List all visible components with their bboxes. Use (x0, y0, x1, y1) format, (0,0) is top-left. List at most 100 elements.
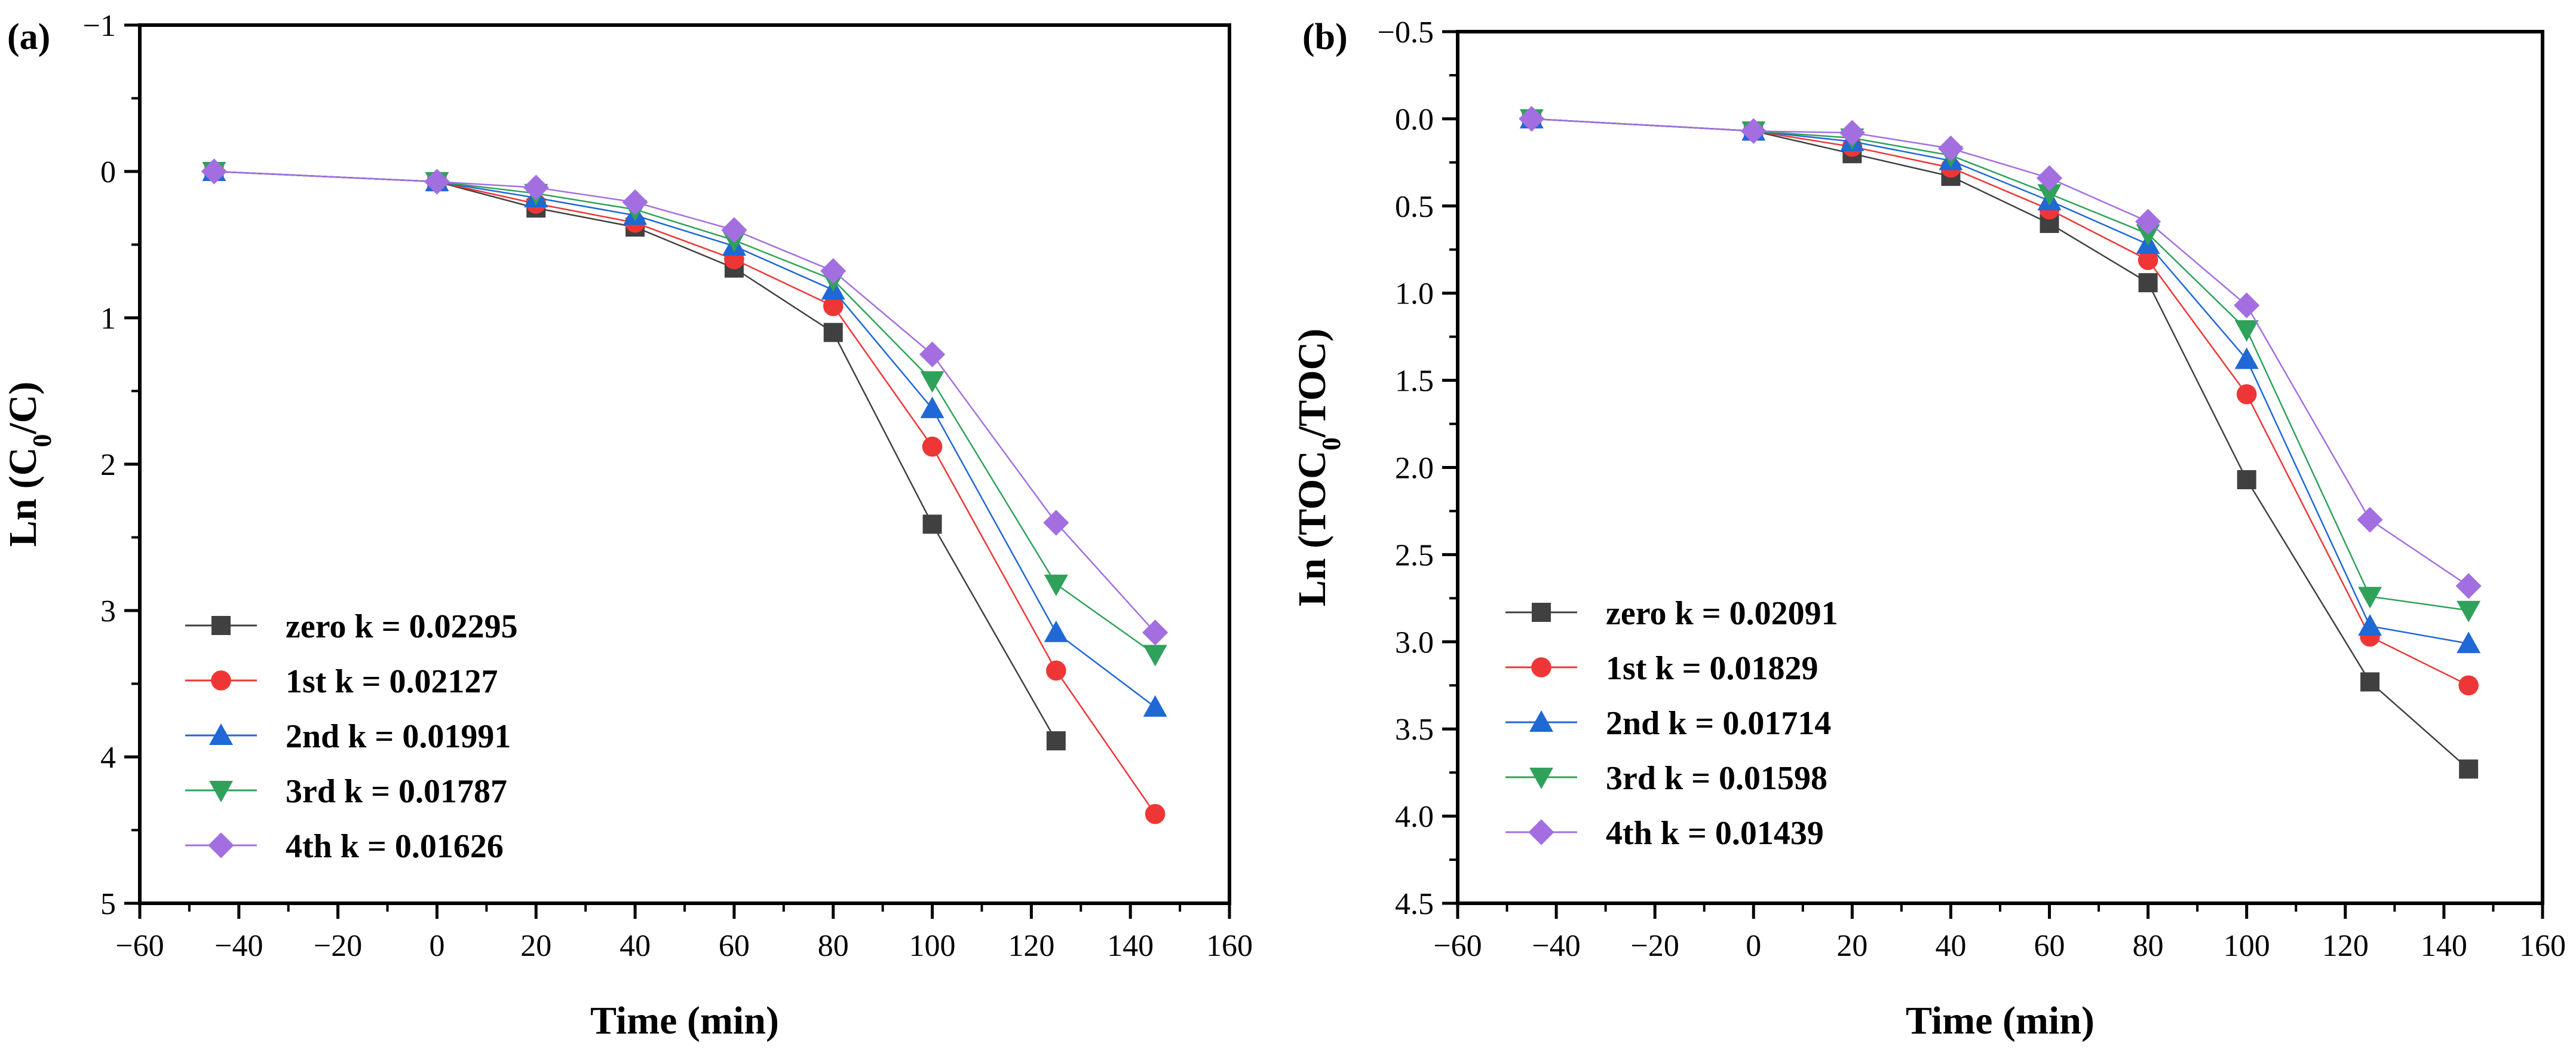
y-tick-label: 2 (100, 448, 116, 482)
x-tick-label: 100 (909, 929, 956, 963)
data-point-triangle-up (2358, 614, 2382, 636)
data-point-circle (2138, 250, 2158, 271)
data-point-diamond (2357, 507, 2383, 533)
y-axis-title-subscript: 0 (27, 434, 57, 447)
data-point-circle (922, 436, 943, 457)
y-axis-title: Ln (C0/C) (1, 382, 57, 547)
data-point-diamond (2135, 208, 2161, 235)
x-tick-label: 80 (818, 929, 849, 963)
data-point-square (2360, 672, 2380, 692)
x-tick-label: 60 (719, 929, 750, 963)
data-point-triangle-down (1143, 645, 1167, 667)
legend-label: 1st k = 0.02127 (286, 663, 498, 700)
data-point-circle (2458, 675, 2479, 696)
data-point-triangle-down (1044, 574, 1068, 596)
x-tick-label: −20 (1631, 929, 1679, 963)
y-tick-label: 3.5 (1395, 713, 1434, 747)
data-point-diamond (523, 174, 549, 201)
x-axis-title: Time (min) (590, 999, 779, 1042)
legend-label: zero k = 0.02295 (286, 608, 518, 645)
data-point-square (2459, 759, 2479, 779)
x-tick-label: −60 (115, 929, 164, 963)
legend-marker-diamond (208, 832, 234, 858)
data-point-triangle-up (1044, 620, 1068, 642)
data-point-diamond (622, 189, 648, 216)
data-point-diamond (1839, 119, 1865, 146)
legend-marker-triangle-down (209, 781, 233, 802)
chart-panel-2: −60 −40 −20 0 20 40 60 80 100 120 140 160 −0.5 0.0 0.5… (1290, 16, 2566, 1042)
x-tick-label: 0 (429, 929, 444, 963)
legend: zero k = 0.02091 1st k = 0.01829 2nd k = 0… (1505, 595, 1838, 852)
data-point-diamond (2234, 292, 2260, 318)
x-tick-label: 160 (1206, 929, 1253, 963)
data-point-circle (2236, 384, 2257, 404)
data-point-triangle-down (920, 371, 944, 393)
data-point-diamond (424, 168, 450, 195)
x-tick-label: 120 (1008, 929, 1054, 963)
data-point-diamond (201, 158, 227, 185)
legend-label: 4th k = 0.01626 (286, 828, 504, 865)
y-tick-label: 4 (100, 741, 116, 775)
x-tick-label: 20 (1836, 929, 1867, 963)
data-point-triangle-down (2358, 587, 2382, 609)
panel-label: (a) (7, 17, 50, 57)
data-point-diamond (1043, 510, 1069, 536)
chart-panel-1: −60 −40 −20 0 20 40 60 80 100 120 140 160 −1 0 1 2 3 4 5 Ti… (1, 9, 1253, 1042)
x-tick-label: 40 (1935, 929, 1966, 963)
data-point-diamond (1142, 620, 1169, 646)
series-group (1519, 106, 2482, 779)
y-tick-label: 0.5 (1395, 190, 1434, 224)
y-tick-label: 3.0 (1395, 625, 1434, 660)
x-axis-title: Time (min) (1906, 999, 2094, 1042)
series-line-4 (214, 170, 1156, 655)
data-point-triangle-down (2136, 224, 2160, 246)
x-tick-label: −20 (314, 929, 362, 963)
y-tick-label: 0 (100, 155, 116, 189)
data-point-triangle-up (2234, 347, 2259, 369)
y-axis-title-part: /C) (1, 382, 45, 435)
data-point-triangle-up (2457, 631, 2481, 654)
series-line-3 (1531, 118, 2469, 645)
legend-marker-circle (1531, 657, 1551, 677)
legend-label: 1st k = 0.01829 (1606, 650, 1818, 687)
data-point-square (823, 323, 843, 342)
data-point-square (1046, 731, 1066, 751)
x-tick-label: −60 (1433, 929, 1482, 963)
data-point-square (2138, 273, 2158, 293)
data-point-triangle-up (1143, 695, 1167, 717)
x-tick-label: 100 (2224, 929, 2270, 963)
data-point-diamond (1740, 118, 1767, 144)
legend-marker-square (1532, 603, 1551, 622)
y-axis-title-part: /TOC) (1290, 329, 1334, 438)
y-tick-label: −0.5 (1378, 16, 1434, 50)
x-tick-label: 140 (1107, 929, 1154, 963)
x-tick-label: −40 (214, 929, 263, 963)
data-point-circle (1145, 804, 1166, 824)
panel-label: (b) (1302, 17, 1348, 57)
legend-marker-diamond (1528, 819, 1554, 845)
data-point-triangle-down (2037, 184, 2062, 206)
y-tick-label: 3 (100, 594, 116, 628)
y-tick-label: 0.0 (1395, 103, 1434, 137)
legend-label: 3rd k = 0.01598 (1606, 760, 1827, 797)
plot-frame (138, 23, 1231, 905)
data-point-diamond (1519, 106, 1545, 132)
legend-marker-square (211, 616, 231, 635)
data-point-diamond (919, 341, 946, 367)
x-tick-label: 60 (2034, 929, 2065, 963)
x-tick-label: 0 (1746, 929, 1761, 963)
data-point-circle (823, 296, 844, 317)
x-tick-label: 160 (2519, 929, 2566, 963)
legend-marker-triangle-up (209, 723, 233, 745)
data-point-diamond (2455, 573, 2482, 599)
y-tick-label: 1 (100, 302, 116, 336)
series-group (201, 158, 1169, 824)
y-tick-label: 2.0 (1395, 452, 1434, 486)
data-point-diamond (721, 217, 747, 243)
legend-label: 2nd k = 0.01714 (1606, 705, 1831, 742)
data-point-diamond (820, 258, 847, 284)
y-tick-label: 5 (100, 887, 116, 921)
y-tick-label: 4.0 (1395, 800, 1434, 834)
y-tick-label: 1.0 (1395, 277, 1434, 311)
